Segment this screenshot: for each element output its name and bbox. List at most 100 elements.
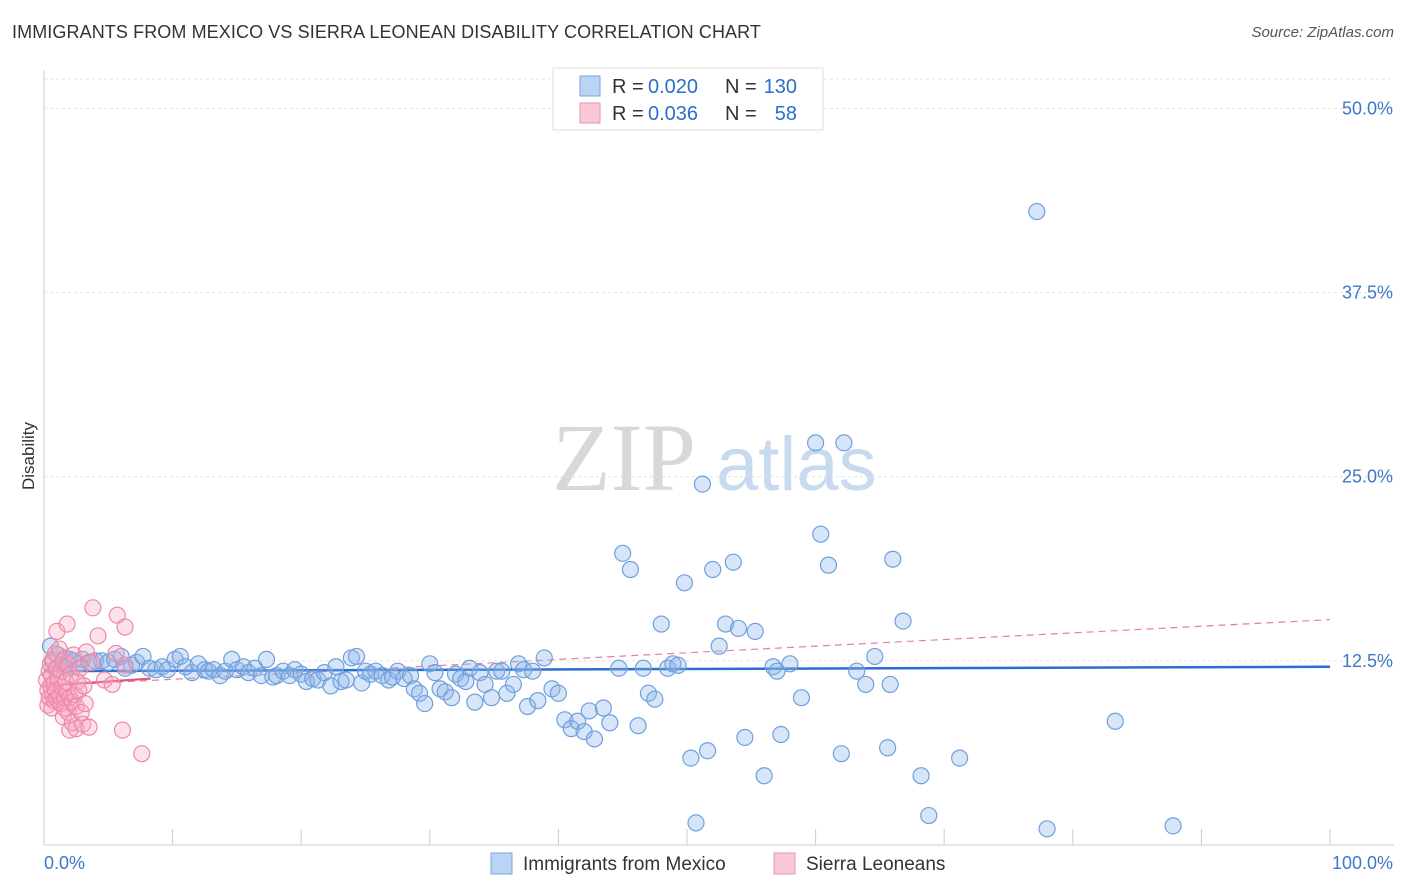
point-mexico [669,656,687,674]
point-mexico [629,717,647,735]
legend-r-label-sierra: R = [612,103,644,125]
point-sierra [107,644,125,663]
point-mexico [682,749,700,767]
point-mexico [652,615,670,633]
point-mexico [710,637,728,655]
y-tick-label: 50.0% [1342,98,1393,118]
point-mexico [610,659,628,677]
point-mexico [698,742,717,760]
legend-r-value-mexico: 0.020 [648,76,698,98]
point-mexico [461,659,479,677]
bottom-legend-label-sierra: Sierra Leoneans [806,854,945,875]
source-label: Source: ZipAtlas.com [1251,24,1394,41]
point-mexico [504,675,522,694]
y-tick-label: 12.5% [1342,651,1393,671]
point-mexico [183,664,201,682]
point-mexico [401,666,420,685]
point-mexico [614,544,632,562]
trend-line-sierra-extended [43,619,1331,687]
point-mexico [327,658,345,676]
point-sierra [103,675,121,694]
x-tick-label-min: 0.0% [44,853,85,873]
legend-r-label-mexico: R = [612,76,644,98]
point-mexico [768,662,786,680]
x-tick-label-max: 100.0% [1332,853,1393,873]
point-mexico [772,725,790,744]
point-mexico [951,749,969,767]
point-mexico [322,677,340,695]
x-axis-ticks [172,829,1331,845]
point-mexico [140,659,159,677]
point-sierra [133,745,151,763]
point-mexico [621,560,640,579]
legend-n-label-mexico: N = [725,76,757,98]
point-mexico [920,806,938,825]
point-mexico [153,658,171,676]
point-sierra [89,627,107,645]
legend-swatch-mexico [579,75,601,97]
point-mexico [416,694,434,713]
point-sierra [84,599,102,617]
watermark-atlas: atlas [716,422,877,507]
point-mexico [601,714,619,732]
chart-title: IMMIGRANTS FROM MEXICO VS SIERRA LEONEAN… [12,22,762,42]
point-mexico [493,662,511,680]
watermark-zip: ZIP [552,404,696,511]
point-sierra [76,694,94,713]
point-sierra [77,643,96,661]
series-legend: Immigrants from Mexico Sierra Leoneans [490,852,945,875]
point-mexico [482,689,501,707]
point-mexico [436,683,454,701]
point-mexico [857,675,875,694]
point-mexico [1038,820,1056,838]
point-mexico [746,622,764,641]
series-sierra-points [37,599,151,763]
point-sierra [113,721,132,739]
point-mexico [171,647,189,666]
point-sierra [116,656,134,674]
point-mexico [736,728,754,747]
point-mexico [569,712,587,730]
point-mexico [426,664,444,682]
point-mexico [580,702,598,720]
y-axis-label: Disability [19,421,38,490]
point-sierra [82,653,101,671]
point-mexico [257,650,276,668]
legend-n-value-sierra: 58 [775,103,797,125]
point-mexico [693,475,712,493]
bottom-legend-swatch-sierra [773,852,796,875]
point-sierra [80,718,98,736]
point-mexico [729,619,748,638]
point-sierra [116,618,134,636]
point-mexico [535,649,553,667]
point-mexico [716,615,735,633]
point-mexico [524,662,542,680]
legend-r-value-sierra: 0.036 [648,103,698,125]
point-mexico [639,684,658,702]
point-mexico [866,647,884,666]
point-mexico [421,655,439,673]
point-mexico [337,671,355,689]
point-mexico [176,658,195,676]
watermark: ZIP atlas [552,404,877,511]
data-points [37,202,1182,838]
point-mexico [529,692,547,710]
point-mexico [704,560,722,579]
point-mexico [812,525,830,543]
point-mexico [594,699,613,717]
point-mexico [881,675,899,694]
point-mexico [431,680,449,698]
point-mexico [122,656,141,674]
point-mexico [848,662,866,680]
point-mexico [457,672,475,691]
y-tick-label: 25.0% [1342,467,1393,487]
point-mexico [518,697,537,716]
point-mexico [879,739,897,757]
point-mexico [634,659,652,677]
point-mexico [912,767,930,785]
y-tick-label: 37.5% [1342,283,1393,303]
point-mexico [835,434,853,452]
point-mexico [675,574,694,592]
point-mexico [347,647,366,666]
